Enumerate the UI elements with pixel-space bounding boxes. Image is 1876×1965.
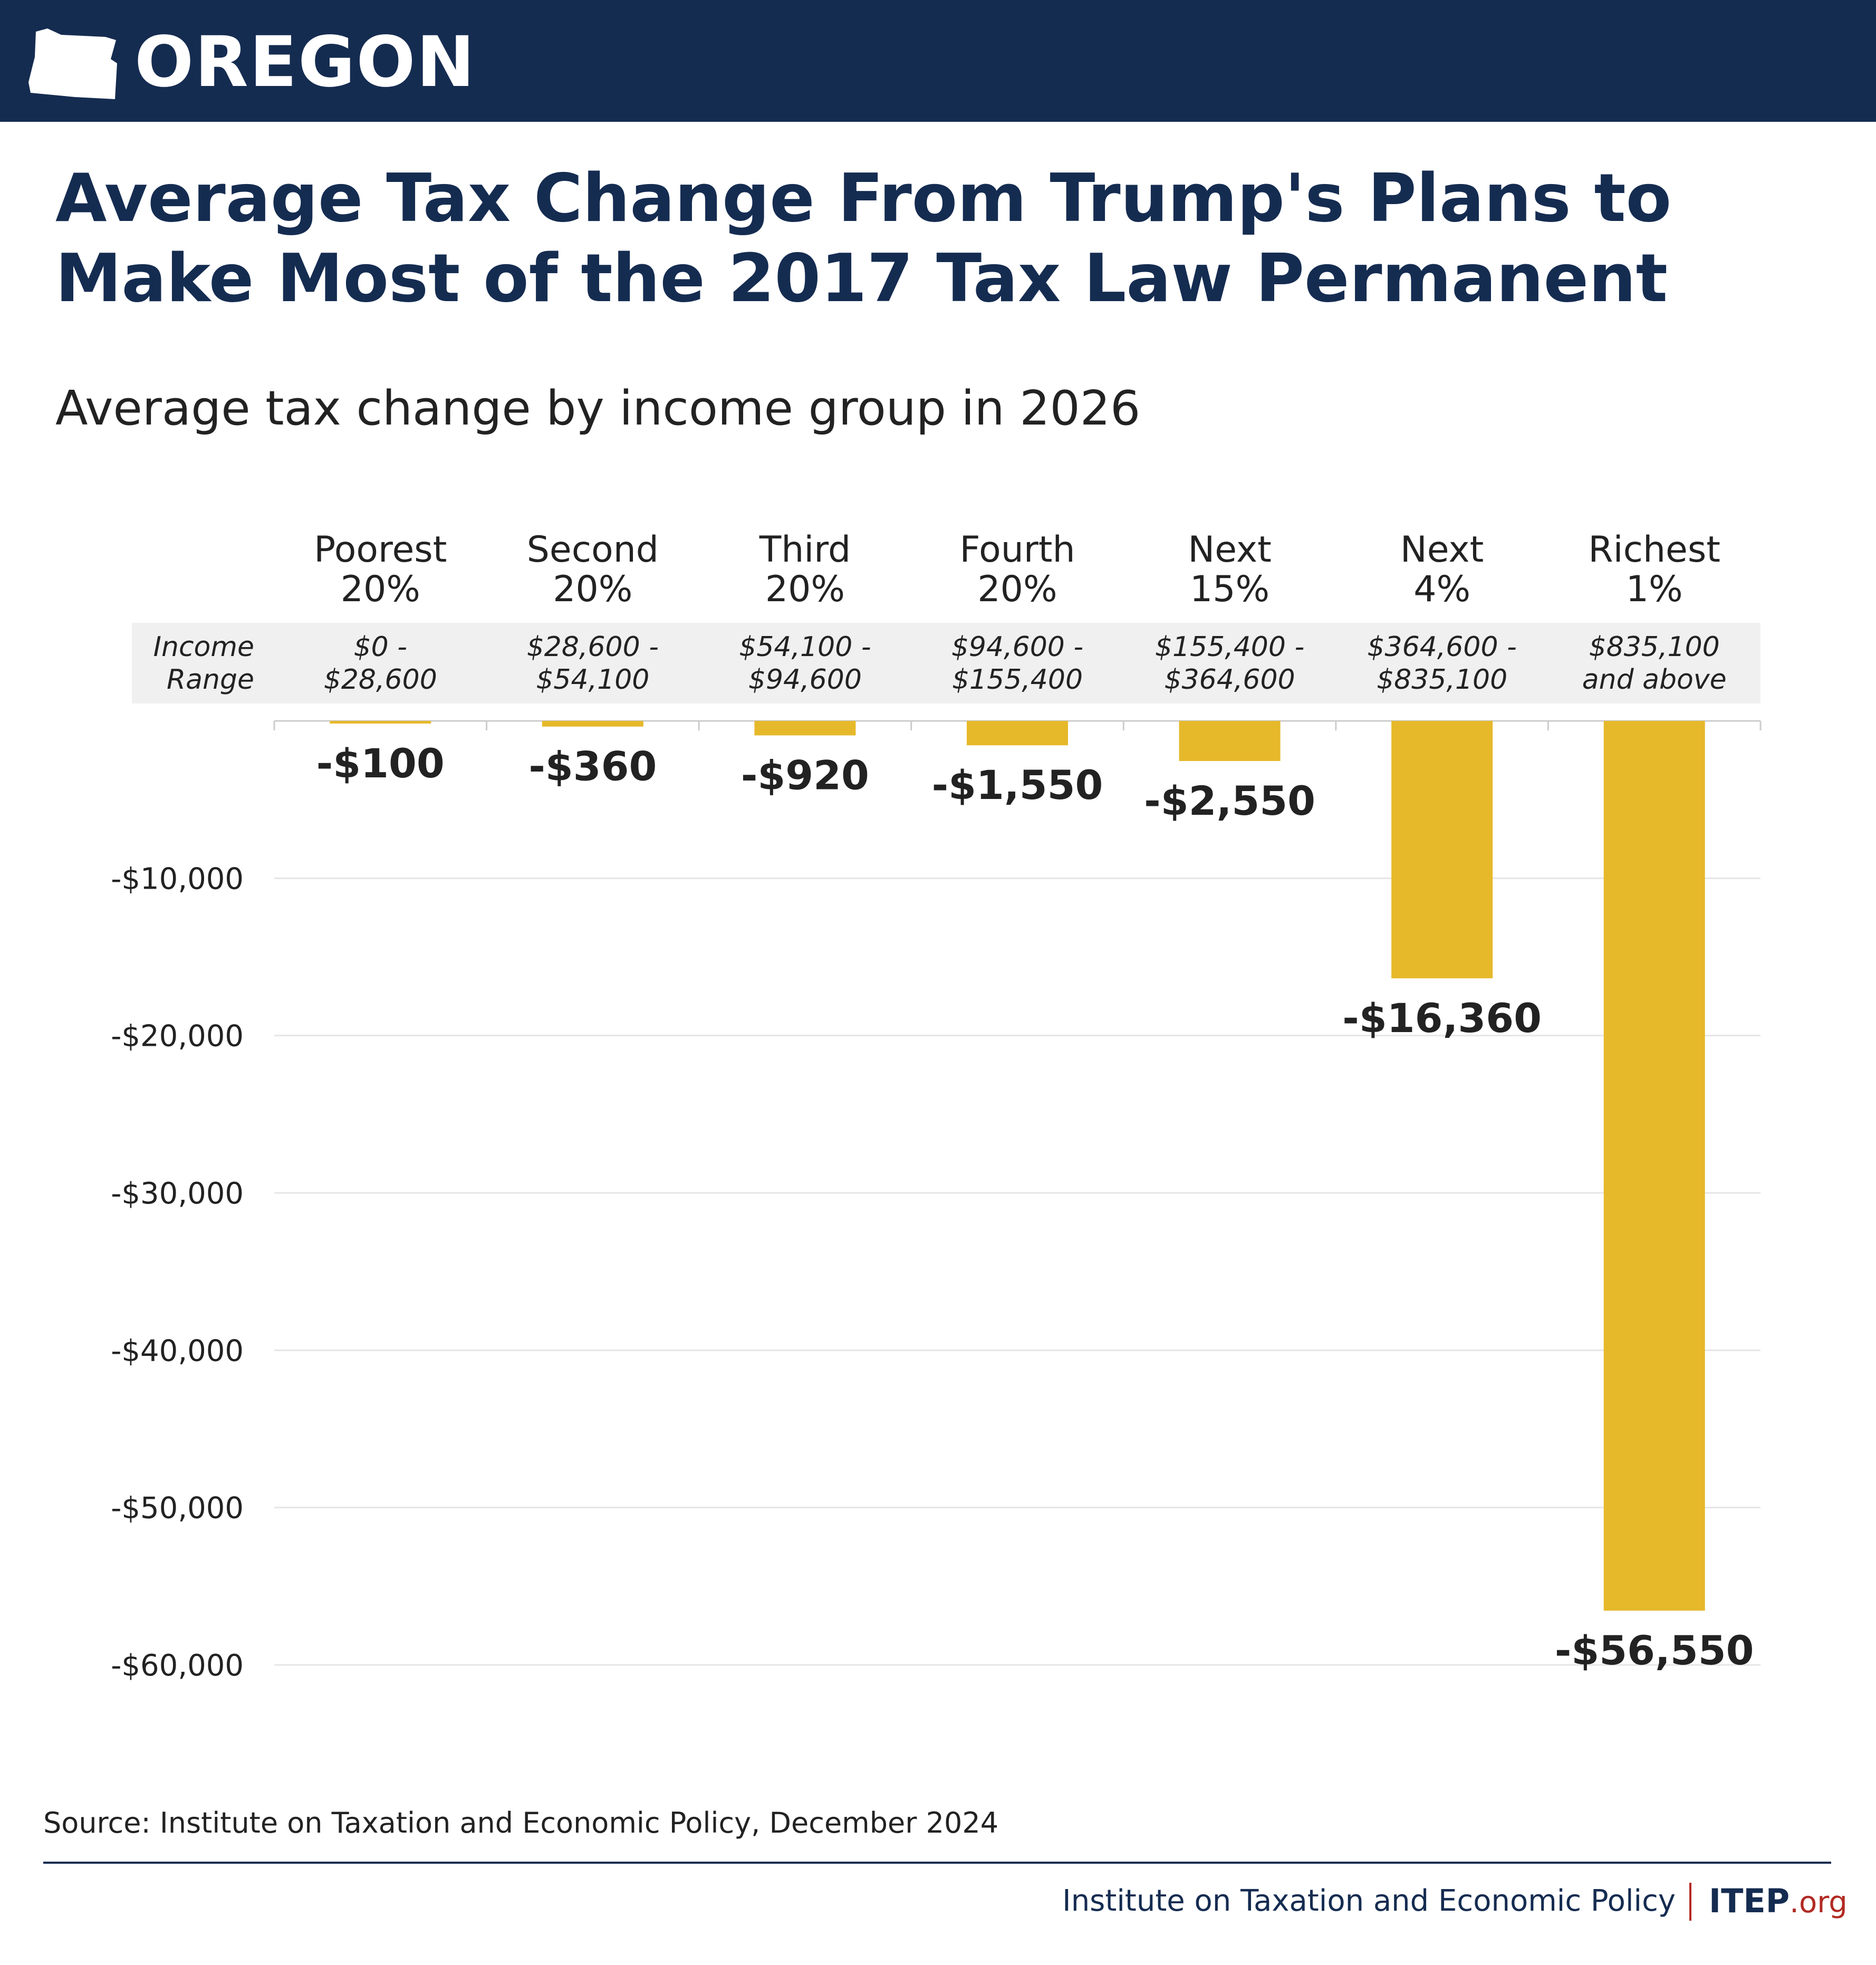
income-range-value: $364,600 - [1367, 631, 1516, 663]
bar [330, 721, 431, 724]
category-label: 20% [553, 569, 632, 610]
income-range-value: $54,100 - [739, 631, 871, 663]
chart-title: Average Tax Change From Trump's Plans to… [55, 159, 1672, 317]
category-label: Third [759, 529, 851, 571]
footer-separator [1689, 1883, 1691, 1921]
y-tick-label: -$50,000 [111, 1491, 244, 1526]
category-label: 1% [1626, 569, 1683, 610]
category-label: 20% [341, 569, 420, 610]
source-note: Source: Institute on Taxation and Econom… [43, 1806, 999, 1839]
itep-logo[interactable]: ITEP.org [1709, 1880, 1848, 1924]
footer-org-name: Institute on Taxation and Economic Polic… [1062, 1884, 1676, 1918]
y-tick-label: -$30,000 [111, 1177, 244, 1211]
bar [967, 721, 1068, 746]
category-label: Next [1188, 529, 1271, 571]
category-label: Richest [1588, 529, 1720, 571]
income-range-value: $364,600 [1165, 664, 1295, 696]
income-range-value: $155,400 [952, 664, 1083, 696]
income-range-value: $94,600 - [951, 631, 1083, 663]
bar [1391, 721, 1493, 979]
category-label: Second [527, 529, 659, 571]
income-range-label: Range [167, 664, 254, 696]
bar-value-label: -$1,550 [932, 762, 1103, 808]
header-band [0, 0, 1876, 122]
bar [542, 721, 643, 727]
oregon-state-icon [28, 28, 117, 99]
category-label: Poorest [314, 529, 447, 571]
bar-value-label: -$100 [316, 740, 445, 787]
footer-divider-line [43, 1862, 1831, 1864]
bar-value-label: -$920 [741, 752, 869, 798]
y-tick-label: -$40,000 [111, 1334, 244, 1368]
category-label: 4% [1413, 569, 1470, 610]
y-tick-label: -$20,000 [111, 1019, 244, 1054]
category-label: 20% [977, 569, 1057, 610]
bar-value-label: -$56,550 [1555, 1627, 1754, 1674]
category-label: 20% [765, 569, 845, 610]
y-tick-label: -$60,000 [111, 1649, 244, 1683]
bar [1603, 721, 1705, 1611]
bar-value-label: -$16,360 [1342, 995, 1542, 1042]
income-range-value: $155,400 - [1155, 631, 1304, 663]
bar-value-label: -$2,550 [1144, 777, 1315, 824]
itep-logo-main: ITEP [1709, 1882, 1790, 1920]
income-range-label: Income [153, 631, 254, 663]
bar [754, 721, 856, 736]
income-range-value: $835,100 [1377, 664, 1507, 696]
income-range-value: $28,600 [324, 664, 437, 696]
itep-logo-suffix: .org [1790, 1885, 1848, 1920]
income-range-value: $0 - [354, 631, 407, 663]
bar-value-label: -$360 [528, 743, 657, 790]
chart-subtitle: Average tax change by income group in 20… [55, 381, 1141, 436]
category-label: Next [1400, 529, 1484, 571]
income-range-value: $28,600 - [527, 631, 659, 663]
income-range-band [132, 623, 1760, 704]
y-tick-label: -$10,000 [111, 862, 244, 896]
state-name: OREGON [134, 22, 476, 103]
income-range-value: $54,100 [536, 664, 649, 696]
income-range-value: $835,100 [1589, 631, 1720, 663]
income-range-value: and above [1582, 664, 1727, 696]
category-label: Fourth [959, 529, 1075, 571]
category-label: 15% [1190, 569, 1269, 610]
bar [1179, 721, 1281, 762]
income-range-value: $94,600 [748, 664, 862, 696]
